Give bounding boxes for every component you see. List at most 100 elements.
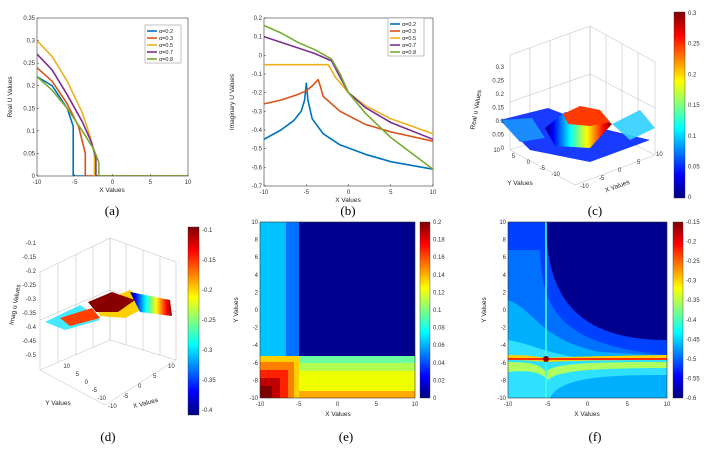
chart-e-colorbar-tick: 0.08 bbox=[433, 326, 445, 332]
chart-a-xlabel: X Values bbox=[99, 187, 125, 194]
chart-c-ztick-label: 0 bbox=[501, 146, 505, 152]
chart-b-ytick-label: 0.1 bbox=[254, 35, 263, 41]
chart-d-surface bbox=[45, 290, 172, 330]
chart-e-colorbar-tick: 0.16 bbox=[433, 255, 445, 261]
chart-d: -0.1-0.15-0.2-0.25-0.3-0.35-0.4-0.45-0.5… bbox=[9, 226, 216, 416]
chart-f-xtick-label: -5 bbox=[545, 402, 551, 408]
chart-f-ytick-label: 10 bbox=[499, 220, 506, 226]
chart-b-legend: α=0.2α=0.3α=0.5α=0.7α=0.8 bbox=[387, 17, 425, 57]
chart-d-xtick-label: 0 bbox=[138, 384, 142, 390]
chart-e-colorbar-tick: 0.06 bbox=[433, 343, 445, 349]
chart-a-xtick-label: 10 bbox=[185, 180, 192, 186]
chart-f-xtick-label: 10 bbox=[664, 402, 671, 408]
chart-c-colorbar bbox=[673, 11, 686, 199]
chart-b-ytick-label: -0.3 bbox=[252, 109, 263, 115]
chart-a-legend-label: α=0.7 bbox=[159, 50, 173, 56]
chart-f-contour-band-low bbox=[508, 362, 667, 380]
chart-f-ytick-label: 0 bbox=[503, 308, 507, 314]
chart-c-surface-right bbox=[612, 110, 655, 140]
chart-c-colorbar-tick: 0.25 bbox=[688, 42, 700, 48]
chart-e-region-bottom-yellow bbox=[299, 371, 415, 391]
chart-c: 0 0.05 0.1 0.15 0.2 0.25 0.3 10 5 0 -5 -10 -10 -5 0 5 10… bbox=[470, 11, 701, 201]
chart-f-xtick-label: 5 bbox=[626, 402, 630, 408]
chart-f-colorbar-tick: -0.45 bbox=[686, 337, 700, 343]
chart-f-ytick-label: 2 bbox=[503, 290, 507, 296]
chart-f-colorbar-tick: -0.25 bbox=[686, 259, 700, 265]
chart-b-series-4 bbox=[264, 24, 433, 170]
chart-f-ytick-label: 4 bbox=[503, 273, 507, 279]
chart-e-colorbar-tick: 0.18 bbox=[433, 238, 445, 244]
chart-f-ytick-label: -2 bbox=[501, 326, 507, 332]
chart-a-xtick-label: -5 bbox=[72, 180, 78, 186]
chart-a-ytick-label: 0.25 bbox=[23, 61, 35, 67]
chart-d-xtick-label: 10 bbox=[168, 364, 175, 370]
chart-f-colorbar bbox=[672, 221, 684, 399]
chart-f-frame bbox=[507, 221, 668, 399]
chart-d-xtick-label: -10 bbox=[108, 404, 117, 410]
chart-c-colorbar-tick: 0.3 bbox=[688, 11, 697, 17]
chart-b-legend-label: α=0.3 bbox=[402, 29, 416, 35]
chart-c-ytick-label: 10 bbox=[493, 148, 500, 154]
chart-d-ztick-label: -0.25 bbox=[22, 283, 36, 289]
chart-d-colorbar-tick: -0.25 bbox=[202, 318, 216, 324]
chart-f-colorbar-tick: -0.3 bbox=[686, 279, 697, 285]
chart-a-ytick-label: 0.1 bbox=[27, 129, 36, 135]
chart-c-colorbar-tick: 0.1 bbox=[688, 134, 697, 140]
chart-b-xtick-label: 5 bbox=[389, 190, 393, 196]
chart-c-ztick-label: 0.05 bbox=[492, 133, 504, 139]
chart-f-xtick-label: 0 bbox=[586, 402, 590, 408]
chart-a-xtick-label: 0 bbox=[111, 180, 115, 186]
chart-f-ytick-label: 8 bbox=[503, 238, 507, 244]
chart-b-xtick-label: 10 bbox=[430, 190, 437, 196]
chart-f-colorbar-tick: -0.55 bbox=[686, 376, 700, 382]
chart-b-series-0 bbox=[264, 82, 433, 170]
chart-e-ytick-label: -10 bbox=[249, 396, 258, 402]
chart-f: -10 -5 0 5 10 10 8 6 4 2 0 -2 -4 -6 -8 -10 X Values Y V… bbox=[481, 220, 700, 418]
chart-a-series-2 bbox=[37, 40, 188, 176]
chart-e-colorbar-tick: 0.04 bbox=[433, 361, 445, 367]
chart-d-surface-right bbox=[130, 292, 172, 316]
chart-b-xtick-label: 0 bbox=[347, 190, 351, 196]
chart-e-ytick-label: 10 bbox=[251, 220, 258, 226]
chart-c-colorbar-tick: 0.05 bbox=[688, 165, 700, 171]
chart-d-ztick-label: -0.5 bbox=[26, 353, 37, 359]
chart-f-ytick-label: -8 bbox=[501, 378, 507, 384]
chart-c-surface bbox=[500, 106, 655, 162]
chart-b-series-3 bbox=[264, 35, 433, 141]
chart-b-xlabel: X Values bbox=[335, 197, 361, 204]
chart-d-colorbar bbox=[187, 226, 200, 416]
chart-c-xtick-label: -10 bbox=[580, 184, 589, 190]
chart-d-xtick-label: -5 bbox=[123, 394, 129, 400]
chart-f-singular-line bbox=[508, 358, 667, 360]
chart-d-ztick-label: -0.3 bbox=[26, 297, 37, 303]
chart-e-region-corner-5 bbox=[260, 386, 272, 398]
chart-a-series-3 bbox=[37, 53, 188, 176]
chart-d-colorbar-tick: -0.1 bbox=[202, 228, 213, 234]
chart-c-ytick-label: 5 bbox=[512, 154, 516, 160]
chart-b-ytick-label: -0.4 bbox=[252, 128, 263, 134]
chart-e-region-bottom-band bbox=[299, 356, 415, 363]
chart-e-region-left-strip bbox=[260, 222, 286, 356]
chart-b-ytick-label: -0.5 bbox=[252, 147, 263, 153]
caption-f: (f) bbox=[589, 429, 602, 444]
chart-e-region-bottom-band2 bbox=[299, 363, 415, 371]
chart-e-ytick-label: -2 bbox=[253, 326, 259, 332]
chart-f-colorbar-tick: -0.35 bbox=[686, 298, 700, 304]
chart-d-ztick-label: -0.1 bbox=[26, 241, 37, 247]
chart-b-ylabel: Imaginary U Values bbox=[229, 73, 236, 130]
chart-e-xtick-label: 10 bbox=[412, 402, 419, 408]
chart-b-ytick-label: -0.2 bbox=[252, 91, 263, 97]
chart-b-series-2 bbox=[264, 63, 433, 135]
chart-e-xtick-label: -10 bbox=[256, 402, 265, 408]
chart-c-ytick-label: -10 bbox=[551, 172, 560, 178]
chart-e-colorbar-tick: 0.2 bbox=[433, 220, 442, 226]
chart-c-ztick-label: 0.1 bbox=[496, 119, 505, 125]
chart-e-ytick-label: 0 bbox=[255, 308, 259, 314]
chart-e-ytick-label: 2 bbox=[255, 290, 259, 296]
caption-d: (d) bbox=[100, 429, 115, 444]
chart-d-surface-ridge bbox=[60, 308, 100, 326]
chart-d-colorbar-tick: -0.15 bbox=[202, 258, 216, 264]
chart-f-ytick-label: -4 bbox=[501, 343, 507, 349]
chart-d-ytick-label: 10 bbox=[63, 364, 70, 370]
chart-a-xtick-label: 5 bbox=[149, 180, 153, 186]
